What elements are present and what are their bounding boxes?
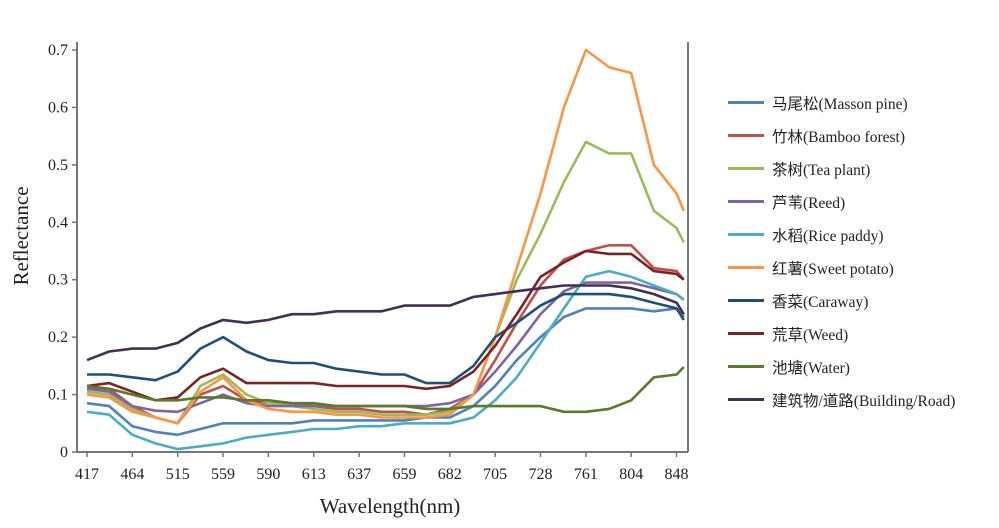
legend-label: 香菜(Caraway) (772, 293, 869, 311)
series-line-4 (86, 269, 685, 451)
series-line-0 (86, 307, 685, 437)
legend-swatch (728, 200, 764, 203)
y-tick-label: 0.5 (48, 157, 68, 174)
legend-label: 荒草(Weed) (772, 326, 849, 344)
series-line-6 (87, 292, 685, 385)
legend-item: 芦苇(Reed) (728, 185, 955, 218)
legend-item: 建筑物/道路(Building/Road) (728, 383, 955, 416)
x-tick-label: 637 (347, 466, 371, 483)
legend-label: 马尾松(Masson pine) (772, 95, 908, 113)
legend-swatch (728, 398, 764, 401)
legend-item: 马尾松(Masson pine) (728, 86, 955, 119)
legend-item: 红薯(Sweet potato) (728, 251, 955, 284)
legend-swatch (728, 233, 764, 236)
series-line-8 (86, 366, 685, 414)
y-tick-label: 0.6 (48, 99, 68, 116)
legend: 马尾松(Masson pine) 竹林(Bamboo forest) 茶树(Tea … (728, 86, 955, 416)
x-tick-label: 761 (574, 466, 598, 483)
series-line-9 (86, 284, 685, 362)
legend-label: 竹林(Bamboo forest) (772, 128, 906, 146)
x-tick-label: 515 (166, 466, 190, 483)
series-line-2 (86, 140, 685, 425)
y-tick-label: 0.3 (48, 272, 68, 289)
legend-swatch (728, 134, 764, 137)
y-tick-label: 0.1 (48, 387, 68, 404)
legend-swatch (728, 167, 764, 170)
x-axis-label: Wavelength(nm) (320, 494, 461, 518)
legend-swatch (728, 365, 764, 368)
x-tick-label: 682 (438, 466, 462, 483)
x-tick-label: 804 (619, 466, 643, 483)
series-line-5 (86, 48, 685, 425)
legend-item: 池塘(Water) (728, 350, 955, 383)
x-tick-label: 659 (392, 466, 416, 483)
x-tick-label: 705 (483, 466, 507, 483)
legend-item: 竹林(Bamboo forest) (728, 119, 955, 152)
y-tick-label: 0.2 (48, 329, 68, 346)
y-tick-label: 0.7 (48, 42, 68, 59)
series-lines (86, 48, 685, 451)
legend-label: 池塘(Water) (772, 359, 850, 377)
x-tick-label: 559 (211, 466, 235, 483)
x-tick-label: 417 (75, 466, 99, 483)
legend-swatch (728, 332, 764, 335)
legend-label: 建筑物/道路(Building/Road) (772, 392, 956, 410)
series-line-7 (86, 249, 685, 402)
x-tick-label: 590 (256, 466, 280, 483)
x-tick-label: 728 (529, 466, 553, 483)
legend-item: 荒草(Weed) (728, 317, 955, 350)
legend-item: 茶树(Tea plant) (728, 152, 955, 185)
legend-swatch (728, 101, 764, 104)
legend-swatch (728, 299, 764, 302)
legend-label: 芦苇(Reed) (772, 194, 846, 212)
x-tick-label: 848 (665, 466, 689, 483)
y-axis-label: Reflectance (9, 186, 33, 285)
legend-label: 红薯(Sweet potato) (772, 260, 894, 278)
y-tick-label: 0.4 (48, 214, 68, 231)
legend-label: 茶树(Tea plant) (772, 161, 871, 179)
series-line-3 (86, 281, 685, 414)
legend-item: 水稻(Rice paddy) (728, 218, 955, 251)
axes: 0 0.1 0.2 0.3 0.4 0.5 0.6 0.7 417 464 515 559 590 613… (48, 42, 689, 483)
x-tick-label: 464 (120, 466, 144, 483)
legend-label: 水稻(Rice paddy) (772, 227, 884, 245)
legend-item: 香菜(Caraway) (728, 284, 955, 317)
y-tick-label: 0 (60, 444, 68, 461)
legend-swatch (728, 266, 764, 269)
x-tick-label: 613 (302, 466, 326, 483)
